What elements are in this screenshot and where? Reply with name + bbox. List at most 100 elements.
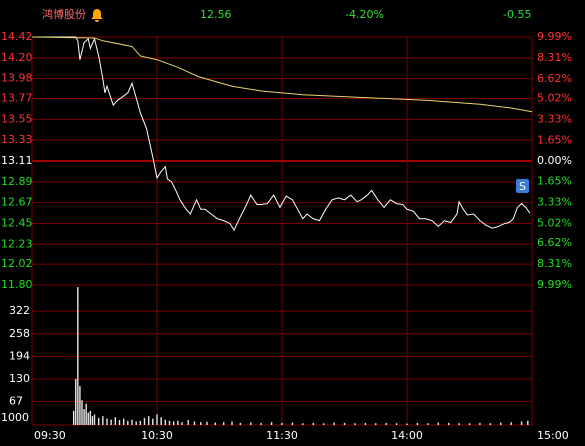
y-tick-label: 14.42 [1,30,33,43]
volume-bar [200,422,202,425]
marker-label[interactable]: S [519,180,526,193]
y-axis-unit: 1000 [1,411,29,424]
stock-name[interactable]: 鸿博股份 [42,7,86,21]
volume-bar [468,423,471,425]
volume-bar [83,409,85,425]
volume-bar [489,423,492,425]
volume-bar [281,422,283,425]
volume-bar [206,421,208,425]
volume-bar [302,423,304,425]
y2-tick-label: 0.00% [537,154,572,167]
change: -0.55 [503,8,531,21]
volume-bar [354,423,356,425]
y-tick-label: 13.98 [1,72,33,85]
volume-bar [416,422,419,425]
y2-tick-label: 9.99% [537,278,572,291]
y-tick-label: 67 [9,394,23,407]
volume-bar [187,420,189,425]
y-tick-label: 13.77 [1,92,33,105]
volume-bar [152,418,154,425]
volume-bar [375,423,377,425]
volume-bar [114,417,117,425]
y-tick-label: 194 [9,349,30,362]
y-tick-label: 322 [9,304,30,317]
volume-bar [135,421,137,425]
volume-bar [385,422,387,425]
volume-bar [239,422,242,425]
volume-bar [168,420,171,425]
y-tick-label: 14.20 [1,51,33,64]
y2-tick-label: 1.65% [537,134,572,147]
volume-bar [520,421,523,425]
y-tick-label: 12.45 [1,216,33,229]
volume-bar [164,419,167,425]
volume-bar [93,414,96,425]
volume-bar [250,422,252,425]
volume-bar [395,423,398,425]
y2-tick-label: 6.62% [537,72,572,85]
price-line [32,36,531,232]
y2-tick-label: 3.33% [537,195,572,208]
volume-bar [106,418,108,425]
x-tick-label: 11:30 [266,429,298,442]
y-tick-label: 13.33 [1,133,33,146]
volume-bar [312,422,314,425]
volume-bar [181,422,183,425]
volume-bar [110,419,112,425]
volume-bar [193,421,196,425]
volume-bar [127,420,129,425]
volume-bar [122,418,125,425]
volume-bar [479,422,481,425]
y-tick-label: 12.02 [1,257,33,270]
x-tick-label: 15:00 [537,429,569,442]
volume-bar [214,422,217,425]
volume-bar [131,419,133,425]
volume-bar [291,422,294,425]
volume-bar [79,386,81,425]
y2-tick-label: 6.62% [537,236,572,249]
volume-bar [437,422,439,425]
y-tick-label: 12.23 [1,237,33,250]
y-tick-label: 13.55 [1,112,33,125]
volume-bar [343,422,346,425]
volume-bar [75,379,77,425]
volume-bar [500,422,502,425]
y2-tick-label: 1.65% [537,174,572,187]
y2-tick-label: 8.31% [537,51,572,64]
volume-bar [85,403,87,425]
y2-tick-label: 5.02% [537,92,572,105]
price-line [31,36,533,113]
volume-bar [118,420,121,425]
volume-bar [172,421,175,425]
price: 12.56 [200,8,232,21]
volume-bar [160,417,162,425]
y-tick-label: 12.67 [1,196,33,209]
volume-bar [77,287,79,425]
signal-marker[interactable]: S [516,179,529,193]
x-tick-label: 09:30 [34,429,66,442]
y-tick-label: 11.80 [1,278,33,291]
volume-bar [72,410,75,425]
volume-bar [102,416,104,425]
volume-bar [91,416,94,425]
volume-bar [87,412,89,425]
volume-bar [406,423,408,425]
volume-bar [156,414,158,425]
volume-bar [333,422,335,425]
volume-bar [222,422,225,425]
y-tick-label: 13.11 [1,154,33,167]
volume-bar [231,421,233,425]
y-tick-label: 258 [9,327,30,340]
volume-bar [458,423,460,425]
y2-tick-label: 9.99% [537,30,572,43]
volume-bar [177,420,179,425]
volume-bar [322,423,325,425]
alert-bell[interactable] [91,9,103,22]
y-tick-label: 12.89 [1,175,33,188]
volume-bar [89,410,92,425]
x-tick-label: 14:00 [391,429,423,442]
marker-badge[interactable] [516,179,529,193]
volume-bar [427,423,429,425]
y2-tick-label: 5.02% [537,216,572,229]
